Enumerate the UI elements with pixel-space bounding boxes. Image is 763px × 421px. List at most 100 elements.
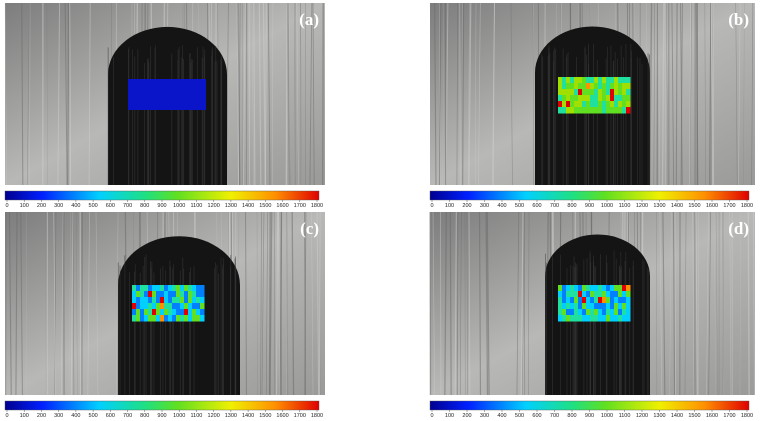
stress-cell <box>590 303 595 310</box>
stress-cell <box>574 285 579 292</box>
colorbar-tick-label: 500 <box>515 413 524 419</box>
stress-cell <box>184 291 189 298</box>
colorbar-tick-label: 900 <box>157 203 166 209</box>
stress-cell <box>570 315 575 322</box>
colorbar-tick-label: 700 <box>550 413 559 419</box>
colorbar-tick-label: 1000 <box>601 203 613 209</box>
stress-cell <box>566 83 571 90</box>
panel: (c) 0 100 200 300 400 500 600 700 800 900 1000 1100 1… <box>4 211 325 419</box>
stress-cell <box>152 291 157 298</box>
colorbar-tick-label: 0 <box>5 413 8 419</box>
stress-cell <box>566 285 571 292</box>
stress-cell <box>586 101 591 108</box>
panel: (d) 0 100 200 300 400 500 600 700 800 900 1000 1100 1… <box>429 211 755 419</box>
colorbar-tick-label: 1300 <box>225 203 237 209</box>
stress-cell <box>606 77 611 84</box>
colorbar-tick-label: 1600 <box>706 203 718 209</box>
stress-cell <box>188 291 193 298</box>
stress-cell <box>594 309 599 316</box>
colorbar-tick-label: 0 <box>430 413 433 419</box>
stress-cell <box>594 107 599 114</box>
stress-cell <box>598 309 603 316</box>
stress-cell <box>578 77 583 84</box>
stress-cell <box>148 315 153 322</box>
stress-cell <box>578 107 583 114</box>
scratch <box>251 2 254 186</box>
stress-cell <box>132 309 137 316</box>
colorbar-tick-label: 1800 <box>741 203 753 209</box>
scratch <box>653 2 655 186</box>
stress-cell <box>598 89 603 96</box>
stress-cell <box>582 285 587 292</box>
stress-cell <box>168 309 173 316</box>
stress-cell <box>160 315 165 322</box>
scratch <box>520 211 524 396</box>
stress-map <box>128 79 206 110</box>
stress-cell <box>558 101 563 108</box>
scratch <box>79 211 82 396</box>
colorbar-tick-label: 1000 <box>173 203 185 209</box>
stress-cell <box>582 89 587 96</box>
panel-label: (b) <box>728 10 749 29</box>
stress-cell <box>598 83 603 90</box>
scratch <box>475 2 477 186</box>
stress-cell <box>578 89 583 96</box>
colorbar-tick-label: 1400 <box>242 413 254 419</box>
stress-cell <box>590 291 595 298</box>
colorbar-tick-label: 100 <box>20 413 29 419</box>
scratch <box>4 2 7 186</box>
colorbar-tick-label: 400 <box>497 203 506 209</box>
colorbar-tick-label: 0 <box>430 203 433 209</box>
scratch <box>60 211 64 396</box>
scratch <box>304 211 307 396</box>
stress-cell <box>598 77 603 84</box>
stress-cell <box>622 83 627 90</box>
stress-cell <box>602 303 607 310</box>
stress-cell <box>132 303 137 310</box>
colorbar-tick-label: 200 <box>462 413 471 419</box>
colorbar-tick-label: 1500 <box>259 413 271 419</box>
stress-cell <box>574 89 579 96</box>
stress-cell <box>610 285 615 292</box>
scratch <box>531 2 534 186</box>
stress-cell <box>196 309 201 316</box>
stress-cell <box>132 315 137 322</box>
scratch <box>432 211 435 396</box>
scratch <box>271 2 274 186</box>
stress-cell <box>586 285 591 292</box>
stress-cell <box>184 309 189 316</box>
stress-cell <box>614 291 619 298</box>
scratch <box>704 2 706 186</box>
stress-cell <box>180 291 185 298</box>
stress-cell <box>610 107 615 114</box>
scratch <box>751 2 754 186</box>
stress-cell <box>570 291 575 298</box>
stress-cell <box>598 285 603 292</box>
stress-cell <box>200 291 205 298</box>
colorbar-tick-label: 800 <box>567 413 576 419</box>
stress-cell <box>562 101 567 108</box>
stress-cell <box>180 315 185 322</box>
scratch <box>466 211 468 396</box>
colorbar-tick-label: 1500 <box>688 413 700 419</box>
stress-cell <box>614 303 619 310</box>
stress-cell <box>566 309 571 316</box>
scratch <box>67 2 70 186</box>
scratch <box>710 2 712 186</box>
colorbar-tick-label: 1800 <box>741 413 753 419</box>
scratch <box>669 211 672 396</box>
scratch <box>316 211 320 396</box>
scratch <box>468 2 472 186</box>
colorbar-tick-label: 800 <box>140 413 149 419</box>
stress-cell <box>156 285 161 292</box>
colorbar-tick-label: 1300 <box>225 413 237 419</box>
stress-cell <box>152 309 157 316</box>
scratch <box>666 2 669 186</box>
stress-cell <box>196 285 201 292</box>
stress-cell <box>192 297 197 304</box>
stress-cell <box>168 315 173 322</box>
scratch <box>706 211 709 396</box>
stress-cell <box>152 315 157 322</box>
scratch <box>468 2 470 186</box>
stress-cell <box>602 107 607 114</box>
